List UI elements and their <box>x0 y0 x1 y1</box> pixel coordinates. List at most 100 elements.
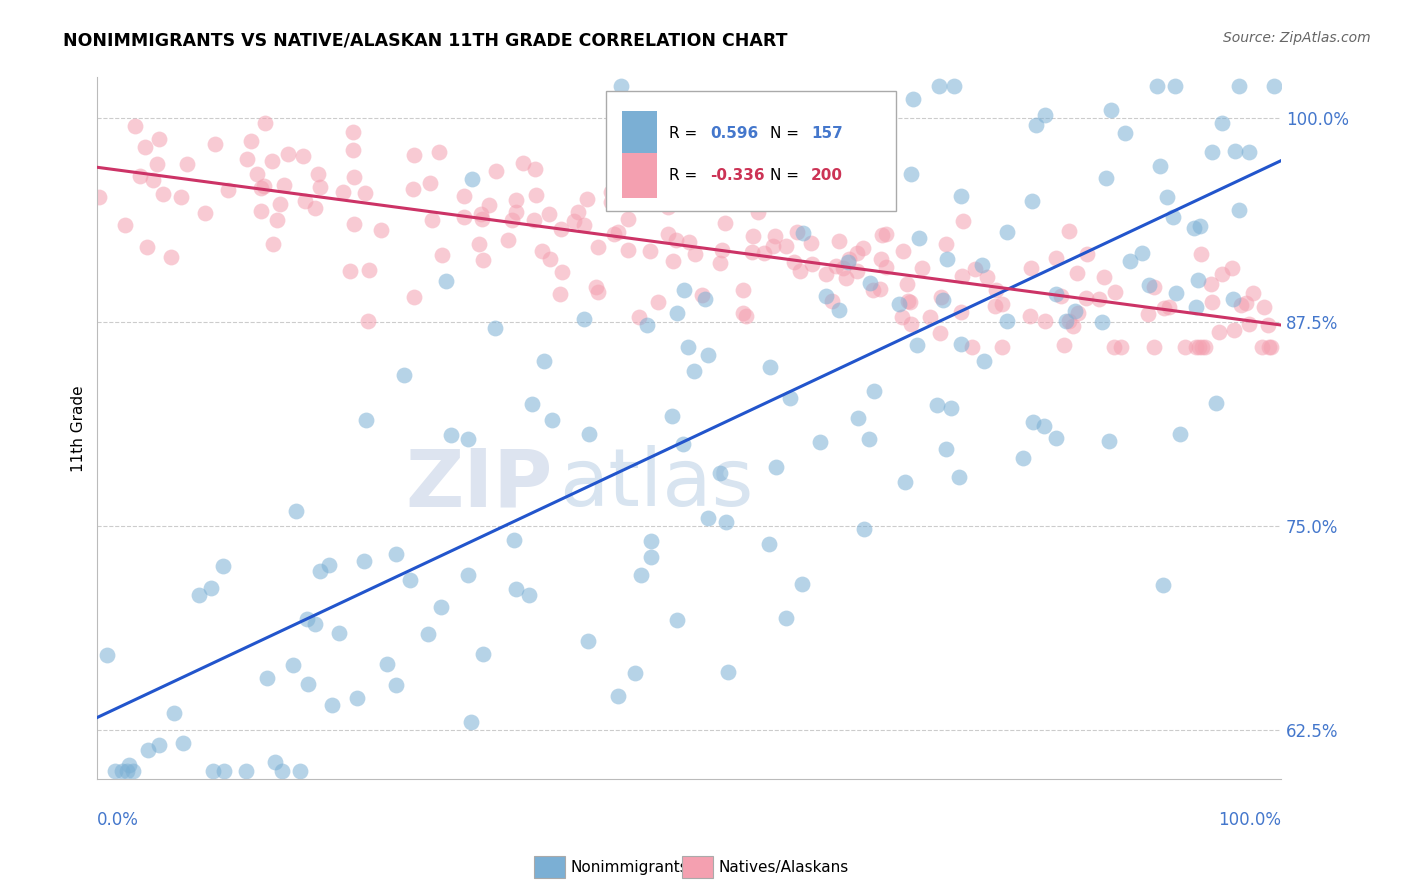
Point <box>588 285 610 300</box>
Point <box>903 91 925 105</box>
Point <box>297 677 319 691</box>
Point <box>550 286 572 301</box>
Text: R =: R = <box>669 169 702 183</box>
Text: 0.596: 0.596 <box>710 126 759 141</box>
Point <box>128 169 150 183</box>
Point <box>235 764 257 778</box>
Point <box>1182 221 1205 235</box>
Text: 0.0%: 0.0% <box>97 811 139 829</box>
Point <box>1045 252 1067 266</box>
Point <box>735 309 758 323</box>
Point <box>346 691 368 706</box>
Point <box>246 167 269 181</box>
Point <box>522 397 544 411</box>
Point <box>96 648 118 662</box>
Text: 200: 200 <box>811 169 844 183</box>
Point <box>240 134 263 148</box>
Point <box>562 213 585 227</box>
Point <box>731 283 754 297</box>
Point <box>965 262 987 277</box>
Point <box>550 222 572 236</box>
Point <box>665 613 688 627</box>
Point <box>929 290 952 304</box>
Point <box>1022 415 1045 429</box>
Point <box>342 143 364 157</box>
Point <box>950 269 973 284</box>
Point <box>578 427 600 442</box>
Point <box>512 155 534 169</box>
Point <box>1164 286 1187 301</box>
Point <box>859 276 882 290</box>
Point <box>200 581 222 595</box>
Point <box>214 764 236 778</box>
Point <box>801 257 824 271</box>
Point <box>665 233 688 247</box>
Point <box>775 611 797 625</box>
Point <box>852 522 875 536</box>
Point <box>717 665 740 679</box>
Point <box>672 437 695 451</box>
Text: N =: N = <box>769 126 803 141</box>
Point <box>606 689 628 703</box>
Point <box>572 218 595 232</box>
Text: N =: N = <box>769 169 803 183</box>
Text: -0.336: -0.336 <box>710 169 765 183</box>
Point <box>821 294 844 309</box>
Point <box>111 764 134 778</box>
Point <box>789 264 811 278</box>
Point <box>576 633 599 648</box>
Point <box>318 558 340 572</box>
Point <box>1227 78 1250 93</box>
Point <box>152 187 174 202</box>
Point <box>1184 340 1206 354</box>
Point <box>779 181 801 195</box>
Point <box>471 647 494 661</box>
Point <box>429 600 451 615</box>
Point <box>478 198 501 212</box>
Point <box>995 314 1018 328</box>
Point <box>905 337 928 351</box>
Point <box>304 201 326 215</box>
Point <box>468 237 491 252</box>
Point <box>1251 340 1274 354</box>
Point <box>457 567 479 582</box>
Point <box>402 148 425 162</box>
Point <box>835 271 858 285</box>
Point <box>401 182 423 196</box>
Point <box>136 240 159 254</box>
Point <box>600 194 623 209</box>
Point <box>551 265 574 279</box>
Point <box>1057 224 1080 238</box>
Point <box>1211 116 1233 130</box>
Point <box>846 245 869 260</box>
Point <box>1257 318 1279 333</box>
Point <box>863 384 886 398</box>
Point <box>1201 145 1223 159</box>
Point <box>328 625 350 640</box>
Point <box>540 412 562 426</box>
Point <box>762 238 785 252</box>
Point <box>1074 291 1097 305</box>
Point <box>898 294 921 309</box>
Point <box>1092 270 1115 285</box>
Point <box>160 250 183 264</box>
Point <box>714 216 737 230</box>
Point <box>870 252 893 266</box>
Point <box>856 96 879 111</box>
Point <box>991 296 1014 310</box>
Point <box>792 577 814 591</box>
Point <box>567 204 589 219</box>
Point <box>1045 431 1067 445</box>
Point <box>950 188 973 202</box>
Point <box>392 368 415 382</box>
Point <box>838 252 860 267</box>
Point <box>292 149 315 163</box>
Point <box>145 157 167 171</box>
Point <box>960 340 983 354</box>
Point <box>1098 434 1121 449</box>
Point <box>935 442 957 456</box>
Point <box>759 359 782 374</box>
Point <box>927 398 949 412</box>
Point <box>295 612 318 626</box>
FancyBboxPatch shape <box>606 92 896 211</box>
